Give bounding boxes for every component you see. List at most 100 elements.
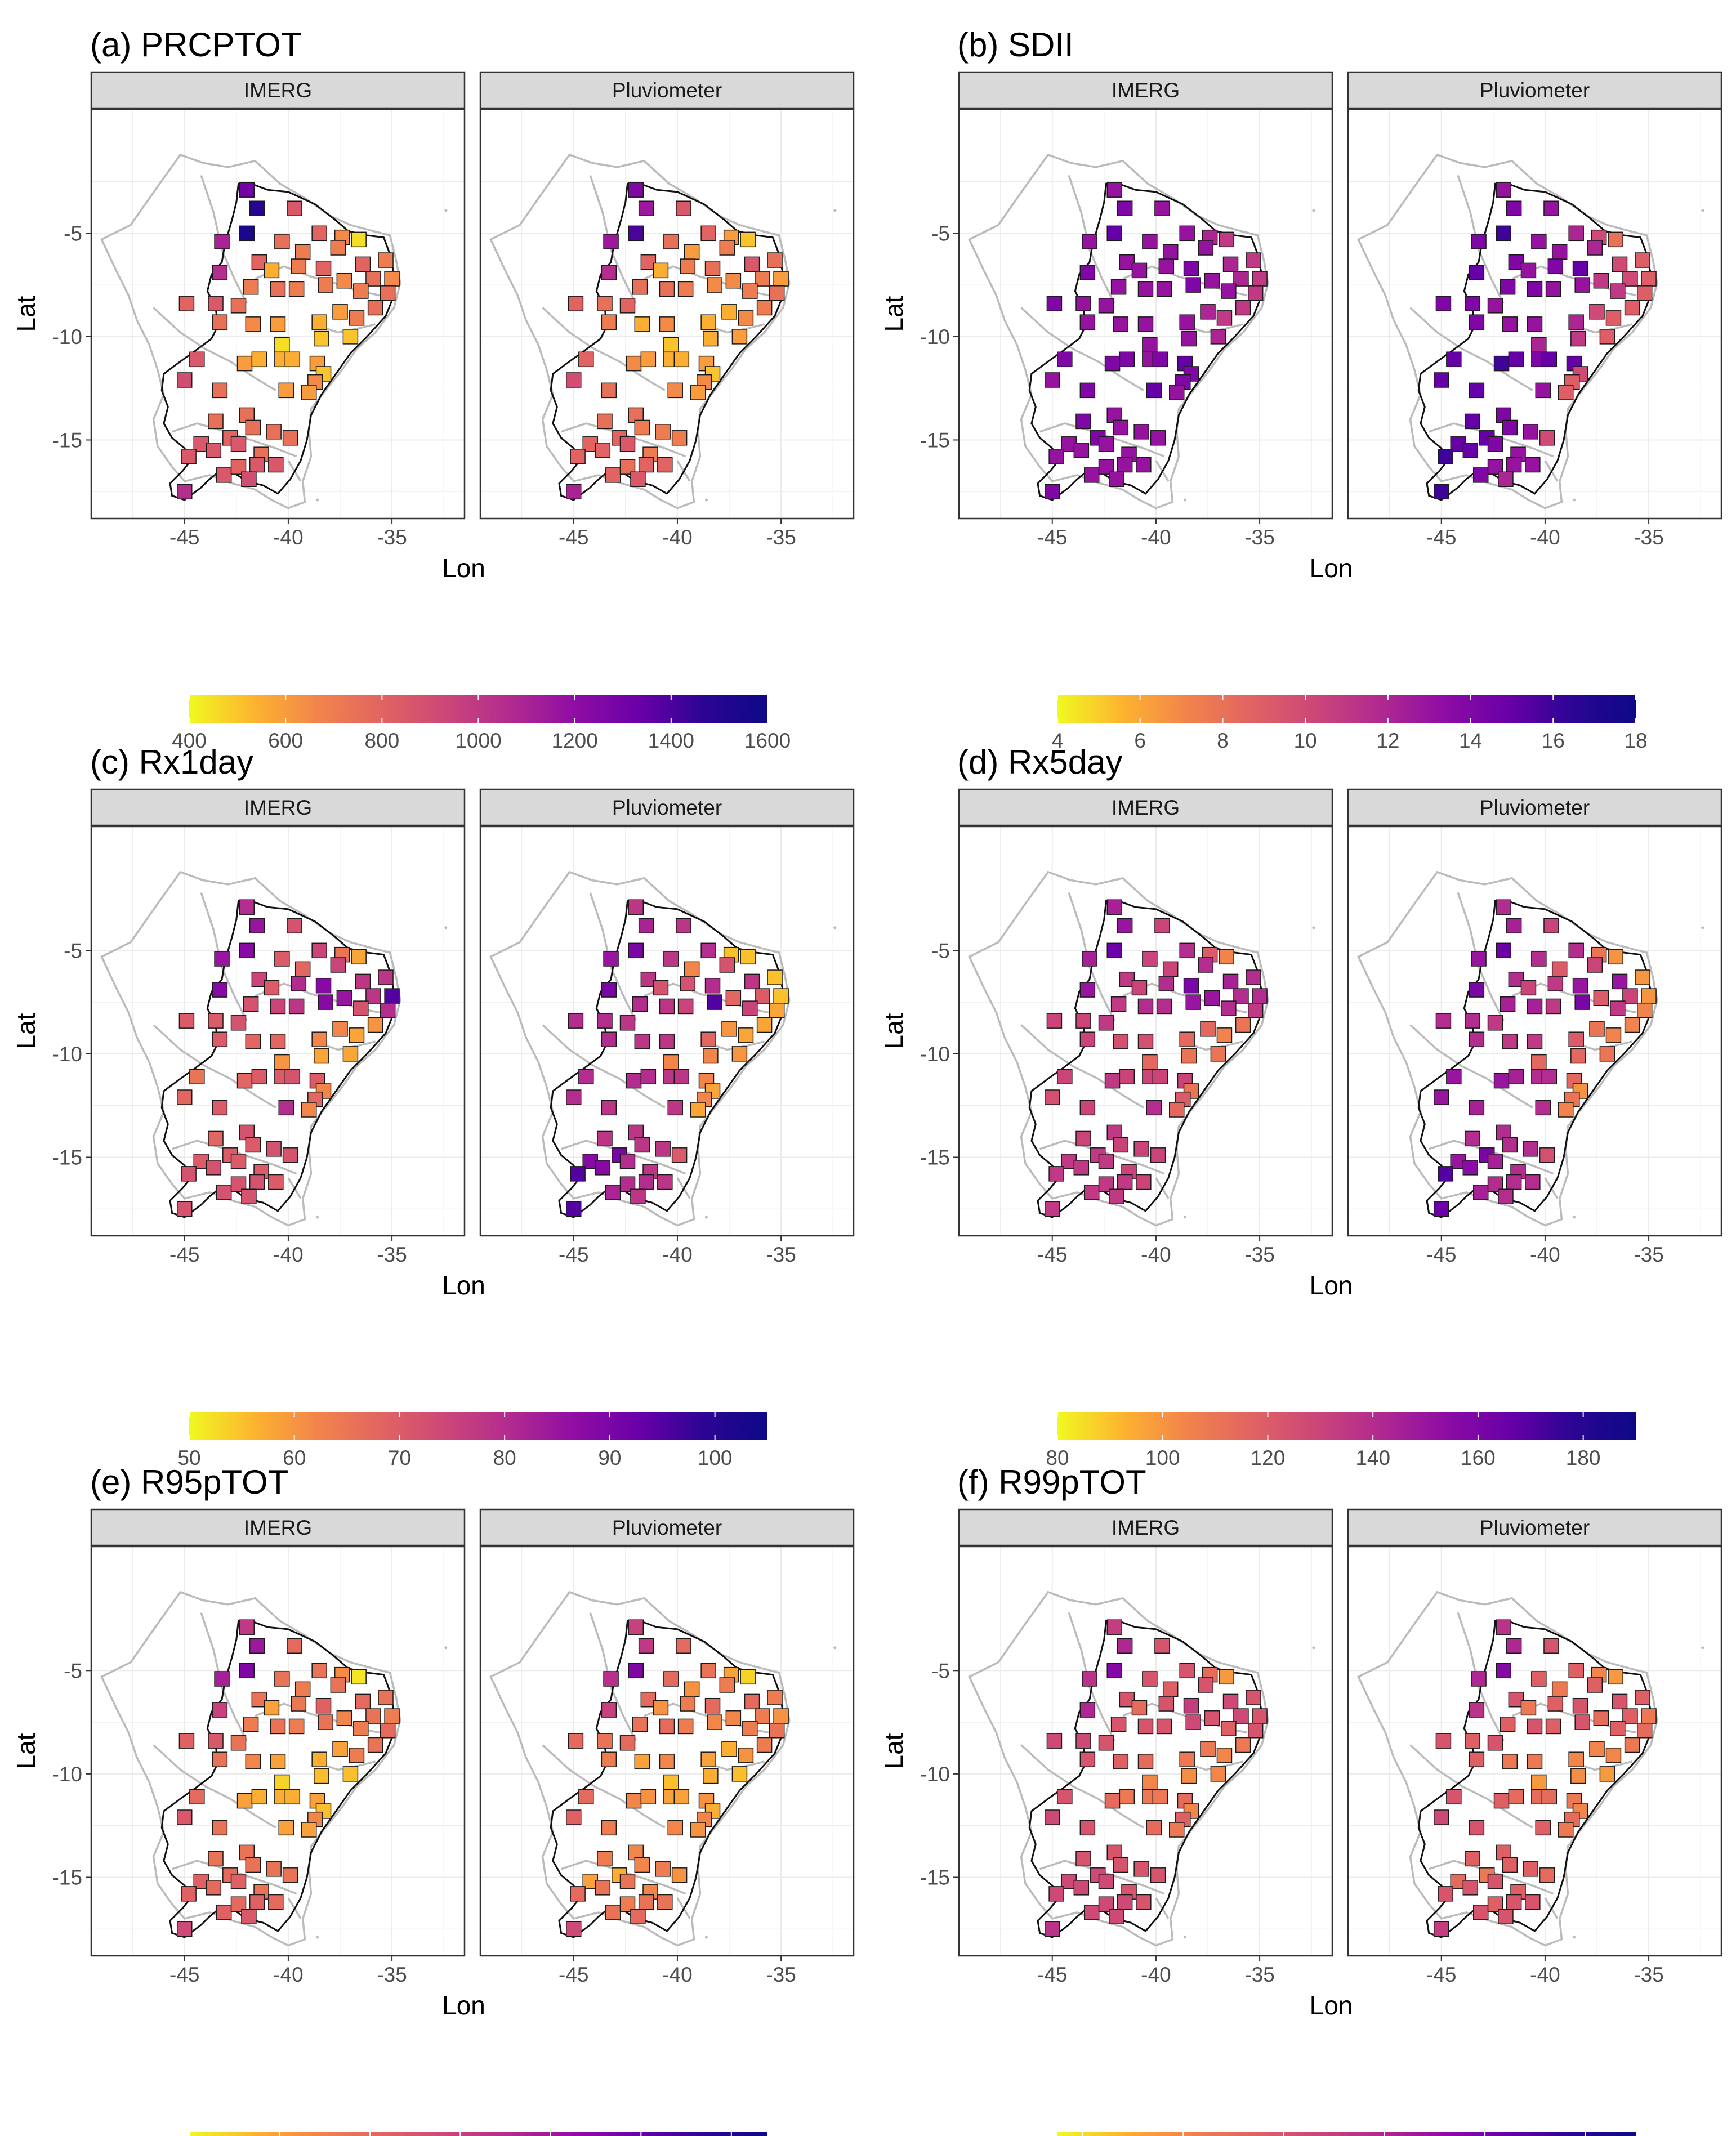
station-marker [1075,1130,1091,1147]
station-marker [1098,298,1114,314]
station-marker [773,988,789,1004]
island-marker [1183,1216,1186,1219]
station-marker [1113,316,1129,332]
state-border [589,175,637,304]
station-marker [1098,1154,1114,1169]
station-marker [1438,1886,1453,1902]
chart-panel: (b) SDII IMERG -45 -40 -35 Pluviometer -45 -40 -… [879,26,1722,752]
station-marker [628,182,644,198]
state-border [172,1140,297,1175]
station-marker [1179,225,1195,242]
station-marker [1073,1880,1090,1896]
station-marker [1183,977,1199,994]
station-marker [1219,231,1234,248]
station-marker [1472,1185,1489,1200]
chart-panel: (d) Rx5day IMERG -45 -40 -35 Pluviometer -45 -4… [879,743,1722,1469]
station-marker [177,484,193,500]
station-marker [332,1741,348,1757]
station-marker [291,976,307,991]
colorbar-tick-label: 90 [598,1446,621,1469]
chart-panel: (a) PRCPTOT IMERG -45 -40 -35 Pluviometer -45 -… [11,26,855,752]
station-marker [1146,1100,1162,1116]
panel-border [479,1545,855,1957]
station-marker [1106,225,1122,242]
station-marker [1131,262,1148,279]
station-marker [214,1671,230,1687]
station-marker [1057,1069,1073,1085]
station-marker [725,1710,742,1726]
station-marker [1158,976,1175,991]
station-marker [1570,330,1586,347]
station-marker [315,366,332,382]
facet-imerg: IMERG -45 -40 -35 [90,788,466,1266]
station-marker [603,951,619,967]
station-marker [667,382,683,399]
station-marker [1435,1013,1452,1029]
station-marker [684,961,700,977]
station-marker [208,1851,224,1867]
station-marker [1154,200,1170,216]
station-marker [241,1188,257,1204]
station-marker [1531,1054,1547,1070]
station-marker [597,413,613,430]
state-border [1068,175,1115,304]
station-marker [1117,1174,1133,1190]
station-marker [1568,314,1584,330]
station-marker [264,1700,280,1716]
x-tick-label: -35 [377,1243,407,1266]
colorbar-tick-label: 14 [1459,729,1482,752]
station-marker [725,990,742,1006]
station-marker [638,1174,654,1190]
station-marker [301,1102,317,1118]
station-marker [1113,419,1129,436]
station-marker [1146,1820,1162,1836]
station-marker [268,1894,284,1910]
station-marker [663,1671,679,1687]
station-marker [601,1751,617,1767]
station-marker [1520,1700,1537,1716]
station-marker [1117,1638,1133,1654]
station-marker [1106,1663,1122,1679]
station-marker [1610,283,1626,299]
station-marker [1235,1017,1251,1033]
station-marker [239,899,255,915]
station-marker [667,1100,683,1116]
y-axis-label: Lat [879,296,908,332]
station-marker [1500,996,1516,1012]
station-marker [315,1697,332,1714]
x-tick-label: -45 [559,1243,588,1266]
station-marker [1079,1751,1096,1767]
station-marker [1469,1100,1485,1116]
facet-label: IMERG [244,1516,312,1539]
station-marker [1142,337,1158,353]
station-marker [566,1809,582,1825]
station-marker [1568,1663,1584,1679]
station-marker [1221,283,1237,299]
station-marker [703,1768,719,1784]
station-marker [659,998,675,1015]
station-marker [1593,273,1609,289]
station-marker [1570,1048,1586,1064]
station-marker [342,1046,359,1062]
station-marker [1131,980,1148,996]
station-marker [1198,240,1214,256]
station-marker [578,351,594,368]
station-marker [1551,244,1568,260]
station-marker [1210,1766,1226,1782]
station-marker [1073,1160,1090,1176]
station-marker [380,1723,396,1739]
station-marker [1098,1735,1114,1751]
station-marker [632,996,648,1012]
station-marker [671,1147,688,1163]
facet-pluviometer: Pluviometer -45 -40 -35 [1347,788,1722,1266]
facet-label: Pluviometer [612,79,722,102]
station-marker [1472,467,1489,483]
station-marker [628,225,644,242]
station-marker [1045,1089,1060,1105]
station-marker [1246,1690,1261,1705]
station-marker [1133,1861,1149,1877]
state-border [153,1744,276,1829]
station-marker [677,998,694,1015]
station-marker [212,382,228,399]
station-marker [1150,1147,1166,1163]
